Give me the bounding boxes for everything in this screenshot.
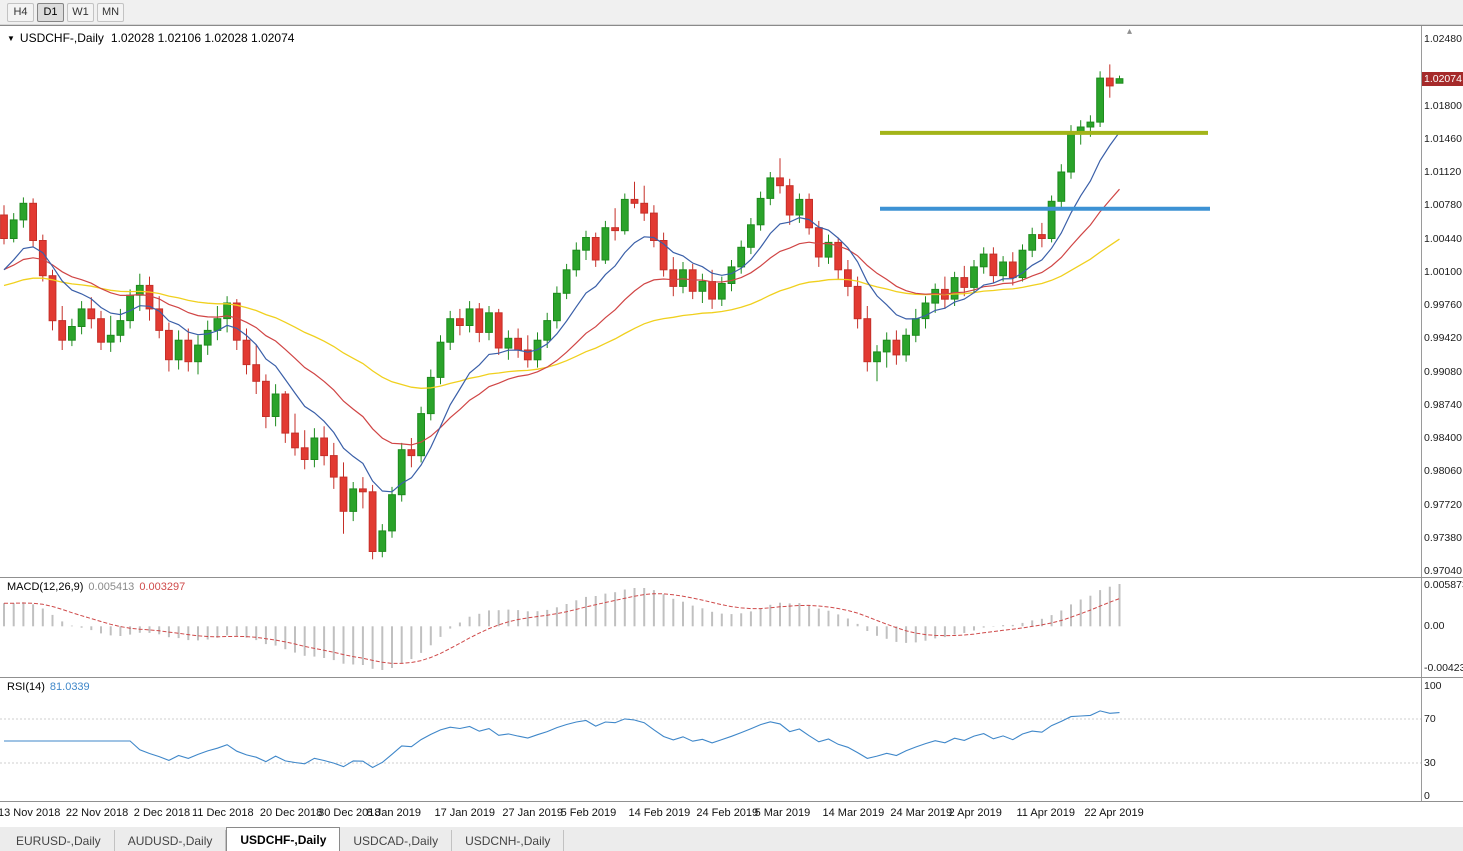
symbol-name: USDCHF-,Daily (19, 31, 104, 45)
price-axis-label: 1.02480 (1424, 33, 1462, 45)
price-axis-label: 0.99080 (1424, 365, 1462, 378)
price-axis-label: 0.97720 (1424, 498, 1462, 511)
current-price-badge: 1.02074 (1422, 71, 1463, 86)
chart-tab-audusd[interactable]: AUDUSD-,Daily (115, 830, 227, 851)
time-axis-label: 11 Dec 2018 (192, 807, 254, 819)
macd-axis-label: 0.00 (1424, 620, 1445, 633)
time-axis-label: 17 Jan 2019 (434, 807, 496, 819)
symbol-quote-label: ▼ USDCHF-,Daily 1.02028 1.02106 1.02028 1.… (7, 31, 294, 45)
time-axis-label: 14 Mar 2019 (822, 807, 885, 819)
macd-canvas[interactable] (0, 578, 1421, 677)
price-axis-label: 0.98400 (1424, 432, 1462, 444)
rsi-axis-label: 70 (1424, 713, 1436, 725)
time-axis-label: 22 Apr 2019 (1084, 807, 1144, 819)
price-axis-label: 1.00780 (1424, 199, 1462, 212)
chart-tab-usdcnh[interactable]: USDCNH-,Daily (452, 830, 565, 851)
timeframe-button-h4[interactable]: H4 (7, 2, 34, 22)
timeframe-button-mn[interactable]: MN (97, 2, 124, 22)
rsi-name: RSI(14) (7, 681, 45, 693)
time-axis-label: 30 Dec 2018 (318, 807, 381, 819)
price-axis-label: 1.01120 (1424, 166, 1462, 178)
rsi-canvas[interactable] (0, 678, 1421, 801)
price-axis-label: 0.97380 (1424, 531, 1462, 544)
time-axis-label: 24 Feb 2019 (696, 807, 759, 819)
macd-axis-label: -0.004236 (1424, 662, 1463, 674)
chart-tabs-bar: EURUSD-,Daily AUDUSD-,Daily USDCHF-,Daily U… (0, 826, 1463, 851)
time-axis-label: 14 Feb 2019 (628, 807, 691, 819)
time-axis-label: 22 Nov 2018 (65, 807, 129, 819)
price-axis[interactable]: 1.02480 1.01800 1.01460 1.01120 1.00780 1.004… (1421, 26, 1463, 577)
rsi-pane: RSI(14) 81.0339 100 70 30 0 (0, 678, 1463, 802)
time-axis-label: 5 Feb 2019 (560, 807, 617, 819)
rsi-axis-label: 100 (1424, 680, 1442, 692)
price-axis-label: 1.01800 (1424, 99, 1462, 112)
price-axis-label: 0.98740 (1424, 398, 1462, 411)
macd-axis[interactable]: 0.005873 0.00 -0.004236 (1421, 578, 1463, 677)
time-axis-label: 24 Mar 2019 (890, 807, 953, 819)
chart-tab-usdcad[interactable]: USDCAD-,Daily (340, 830, 453, 851)
ohlc-values: 1.02028 1.02106 1.02028 1.02074 (110, 31, 295, 45)
time-axis-label: 27 Jan 2019 (502, 807, 563, 819)
rsi-axis[interactable]: 100 70 30 0 (1421, 678, 1463, 801)
rsi-axis-label: 30 (1424, 757, 1436, 769)
macd-main-value: 0.005413 (88, 581, 135, 593)
macd-signal-value: 0.003297 (139, 581, 186, 593)
macd-name: MACD(12,26,9) (7, 581, 84, 593)
price-axis-label: 0.97040 (1424, 565, 1462, 577)
price-axis-label: 0.99760 (1424, 299, 1462, 311)
symbol-collapse-icon[interactable]: ▼ (7, 34, 15, 43)
rsi-label: RSI(14) 81.0339 (7, 681, 95, 693)
macd-label: MACD(12,26,9) 0.005413 0.003297 (7, 581, 190, 593)
price-axis-label: 1.00440 (1424, 232, 1462, 245)
chart-tab-eurusd[interactable]: EURUSD-,Daily (3, 830, 115, 851)
time-axis-label: 13 Nov 2018 (0, 807, 61, 819)
price-chart-canvas[interactable] (0, 26, 1421, 577)
chart-window: ▼ USDCHF-,Daily 1.02028 1.02106 1.02028 1.… (0, 25, 1463, 827)
price-axis-label: 0.98060 (1424, 465, 1462, 478)
time-axis-label: 8 Jan 2019 (366, 807, 422, 819)
timeframe-button-w1[interactable]: W1 (67, 2, 94, 22)
time-axis-label: 2 Dec 2018 (133, 807, 191, 819)
time-axis-label: 20 Dec 2018 (259, 807, 323, 819)
price-axis-label: 1.01460 (1424, 132, 1462, 145)
time-axis-label: 2 Apr 2019 (948, 807, 1002, 819)
chart-tab-usdchf[interactable]: USDCHF-,Daily (226, 827, 341, 851)
timeframe-button-d1[interactable]: D1 (37, 2, 64, 22)
rsi-value: 81.0339 (49, 681, 90, 693)
macd-axis-label: 0.005873 (1424, 579, 1463, 591)
time-axis[interactable]: 13 Nov 2018 22 Nov 2018 2 Dec 2018 11 Dec 2… (0, 802, 1463, 827)
price-axis-label: 0.99420 (1424, 332, 1462, 345)
chart-shift-marker-icon: ▴ (1127, 26, 1133, 37)
price-axis-label: 1.00100 (1424, 265, 1462, 278)
timeframe-toolbar: H4 D1 W1 MN (0, 0, 1463, 25)
time-axis-label: 5 Mar 2019 (754, 807, 811, 819)
rsi-axis-label: 0 (1424, 790, 1430, 802)
time-axis-label: 11 Apr 2019 (1016, 807, 1076, 819)
price-pane: ▼ USDCHF-,Daily 1.02028 1.02106 1.02028 1.… (0, 26, 1463, 578)
